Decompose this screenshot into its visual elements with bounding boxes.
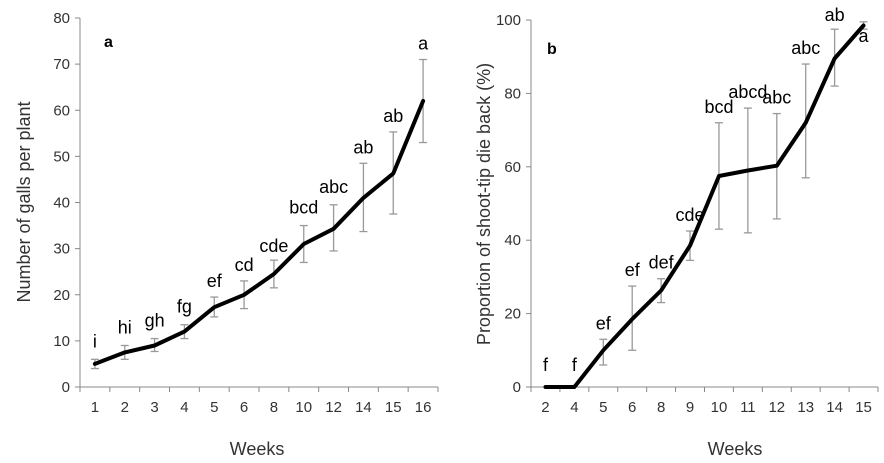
panel-a-significance-label: hi — [118, 317, 132, 337]
panel-b-y-tick-label: 40 — [504, 232, 521, 249]
panel-a-significance-label: cd — [235, 255, 254, 275]
panel-a-series-line — [92, 99, 426, 366]
panel-b-x-axis-title: Weeks — [708, 439, 763, 459]
panel-b-y-tick-label: 60 — [504, 159, 521, 176]
panel-b-letter: b — [547, 41, 557, 58]
panel-b-x-tick-label: 9 — [686, 399, 694, 416]
panel-b-significance-label: abc — [791, 38, 820, 58]
panel-a-significance-label: abc — [319, 177, 348, 197]
panel-a-x-tick-label: 8 — [270, 399, 278, 416]
panel-b-significance-label: ab — [825, 5, 845, 25]
panel-a-y-tick-label: 0 — [62, 379, 70, 396]
panel-b-significance-label: bcd — [704, 97, 733, 117]
panel-b-significance-label: abcd — [728, 82, 767, 102]
panel-a-y-tick-label: 40 — [53, 195, 70, 212]
panel-a-significance-label: bcd — [289, 198, 318, 218]
panel-b-significance-label: abc — [762, 88, 791, 108]
panel-b-x-tick-label: 12 — [768, 399, 785, 416]
panel-b-significance-label: ef — [596, 313, 612, 333]
panel-a-significance-label: i — [93, 331, 97, 351]
panel-a-x-tick-label: 14 — [355, 399, 372, 416]
panel-a-significance-label: gh — [145, 311, 165, 331]
panel-b-x-tick-label: 8 — [657, 399, 665, 416]
panel-a-x-tick-label: 3 — [150, 399, 158, 416]
panel-a-x-tick-label: 12 — [325, 399, 342, 416]
panel-b-x-tick-label: 15 — [855, 399, 872, 416]
panel-a-y-tick-label: 60 — [53, 102, 70, 119]
chart-panel-b: b Proportion of shoot-tip die back (%) W… — [474, 5, 879, 459]
panel-b-y-tick-label: 0 — [513, 379, 521, 396]
panel-a-letter: a — [104, 34, 113, 51]
panel-b-significance-label: def — [649, 253, 675, 273]
panel-b-significance-label: f — [543, 355, 549, 375]
panel-a-y-tick-label: 80 — [53, 10, 70, 27]
chart-panel-a: a Number of galls per plant Weeks 0 10 20 3… — [14, 10, 439, 459]
panel-a-significance-label: cde — [259, 236, 288, 256]
panel-a-y-axis-title: Number of galls per plant — [14, 101, 34, 302]
panel-b-significance-label: f — [572, 355, 578, 375]
panel-a-x-tick-label: 1 — [91, 399, 99, 416]
panel-b-significance-label: a — [859, 26, 870, 46]
panel-b-y-tick-label: 100 — [496, 12, 521, 29]
panel-a-y-tick-label: 30 — [53, 241, 70, 258]
panel-b-y-tick-label: 20 — [504, 306, 521, 323]
panel-b-y-axis-title: Proportion of shoot-tip die back (%) — [474, 63, 494, 345]
panel-b-y-tick-label: 80 — [504, 85, 521, 102]
panel-a-significance-label: fg — [177, 297, 192, 317]
panel-b-x-tick-label: 10 — [711, 399, 728, 416]
panel-b-significance-label: cde — [676, 205, 705, 225]
panel-a-significance-label: ef — [207, 271, 223, 291]
panel-a-y-tick-label: 70 — [53, 56, 70, 73]
panel-a-significance-label: ab — [353, 137, 373, 157]
panel-b-series-line — [543, 23, 866, 389]
panel-a-x-tick-label: 4 — [180, 399, 188, 416]
panel-a-significance-label: ab — [383, 106, 403, 126]
panel-a-x-tick-label: 2 — [121, 399, 129, 416]
panel-a-y-tick-label: 50 — [53, 148, 70, 165]
panel-a-x-tick-label: 15 — [385, 399, 402, 416]
panel-b-x-tick-label: 2 — [541, 399, 549, 416]
panel-a-x-tick-label: 6 — [240, 399, 248, 416]
panel-b-x-tick-label: 14 — [826, 399, 843, 416]
panel-b-x-tick-label: 4 — [570, 399, 578, 416]
panel-b-significance-label: ef — [625, 260, 641, 280]
panel-b-x-tick-label: 6 — [628, 399, 636, 416]
panel-a-x-axis-title: Weeks — [230, 439, 285, 459]
panel-a-x-tick-label: 5 — [210, 399, 218, 416]
panel-b-x-tick-label: 11 — [740, 399, 756, 416]
panel-a-significance-label: a — [418, 34, 429, 54]
panel-a-x-tick-label: 16 — [415, 399, 432, 416]
panel-a-x-tick-label: 10 — [295, 399, 312, 416]
panel-b-x-tick-label: 5 — [599, 399, 607, 416]
panel-a-y-tick-label: 20 — [53, 287, 70, 304]
panel-b-x-tick-label: 13 — [797, 399, 814, 416]
panel-a-y-tick-label: 10 — [53, 333, 70, 350]
